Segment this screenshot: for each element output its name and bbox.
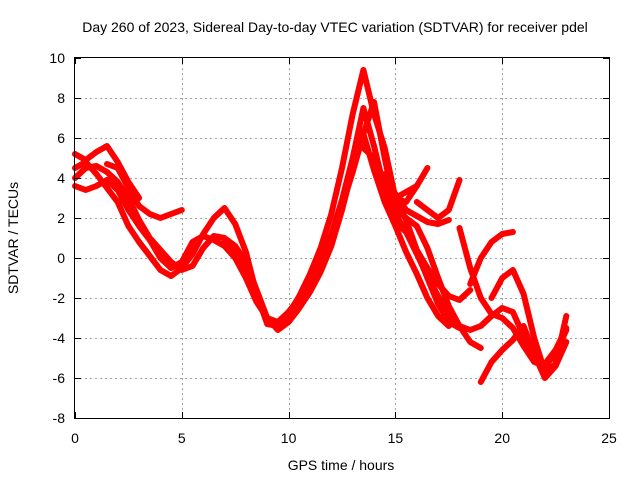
data-series-sat-11 [413,177,463,221]
y-tick-label: -8 [53,410,66,426]
axis-ticks [75,58,610,419]
chart-title: Day 260 of 2023, Sidereal Day-to-day VTE… [82,19,588,35]
y-tick-label: 4 [57,170,65,186]
data-series-sat-6 [221,99,484,351]
y-tick-label: -4 [53,330,66,346]
plot-frame [74,57,610,419]
data-series-sat-12 [456,225,570,369]
y-axis-title: SDTVAR / TECUs [5,182,21,294]
x-tick-label: 10 [281,430,297,446]
x-tick-label: 5 [178,430,186,446]
y-tick-label: 8 [57,90,65,106]
x-tick-labels: 0 5 10 15 20 25 [71,430,617,446]
grid [75,58,609,418]
y-tick-labels: -8 -6 -4 -2 0 2 4 6 8 10 [49,50,65,426]
y-tick-label: -2 [53,290,66,306]
data-series-sat-9 [381,165,431,201]
data-series-sat-14 [467,229,516,287]
y-tick-label: -6 [53,370,66,386]
x-tick-label: 0 [71,430,79,446]
data-series-sat-10 [381,183,420,205]
x-tick-label: 25 [601,430,617,446]
y-tick-label: 0 [57,250,65,266]
y-tick-label: 6 [57,130,65,146]
x-tick-label: 15 [388,430,404,446]
data-series-sat-5 [104,161,185,221]
x-axis-title: GPS time / hours [288,457,395,473]
x-tick-label: 20 [494,430,510,446]
data-series-sat-15 [488,267,570,375]
y-tick-label: 2 [57,210,65,226]
y-tick-label: 10 [49,50,65,66]
series-layer [72,67,570,385]
